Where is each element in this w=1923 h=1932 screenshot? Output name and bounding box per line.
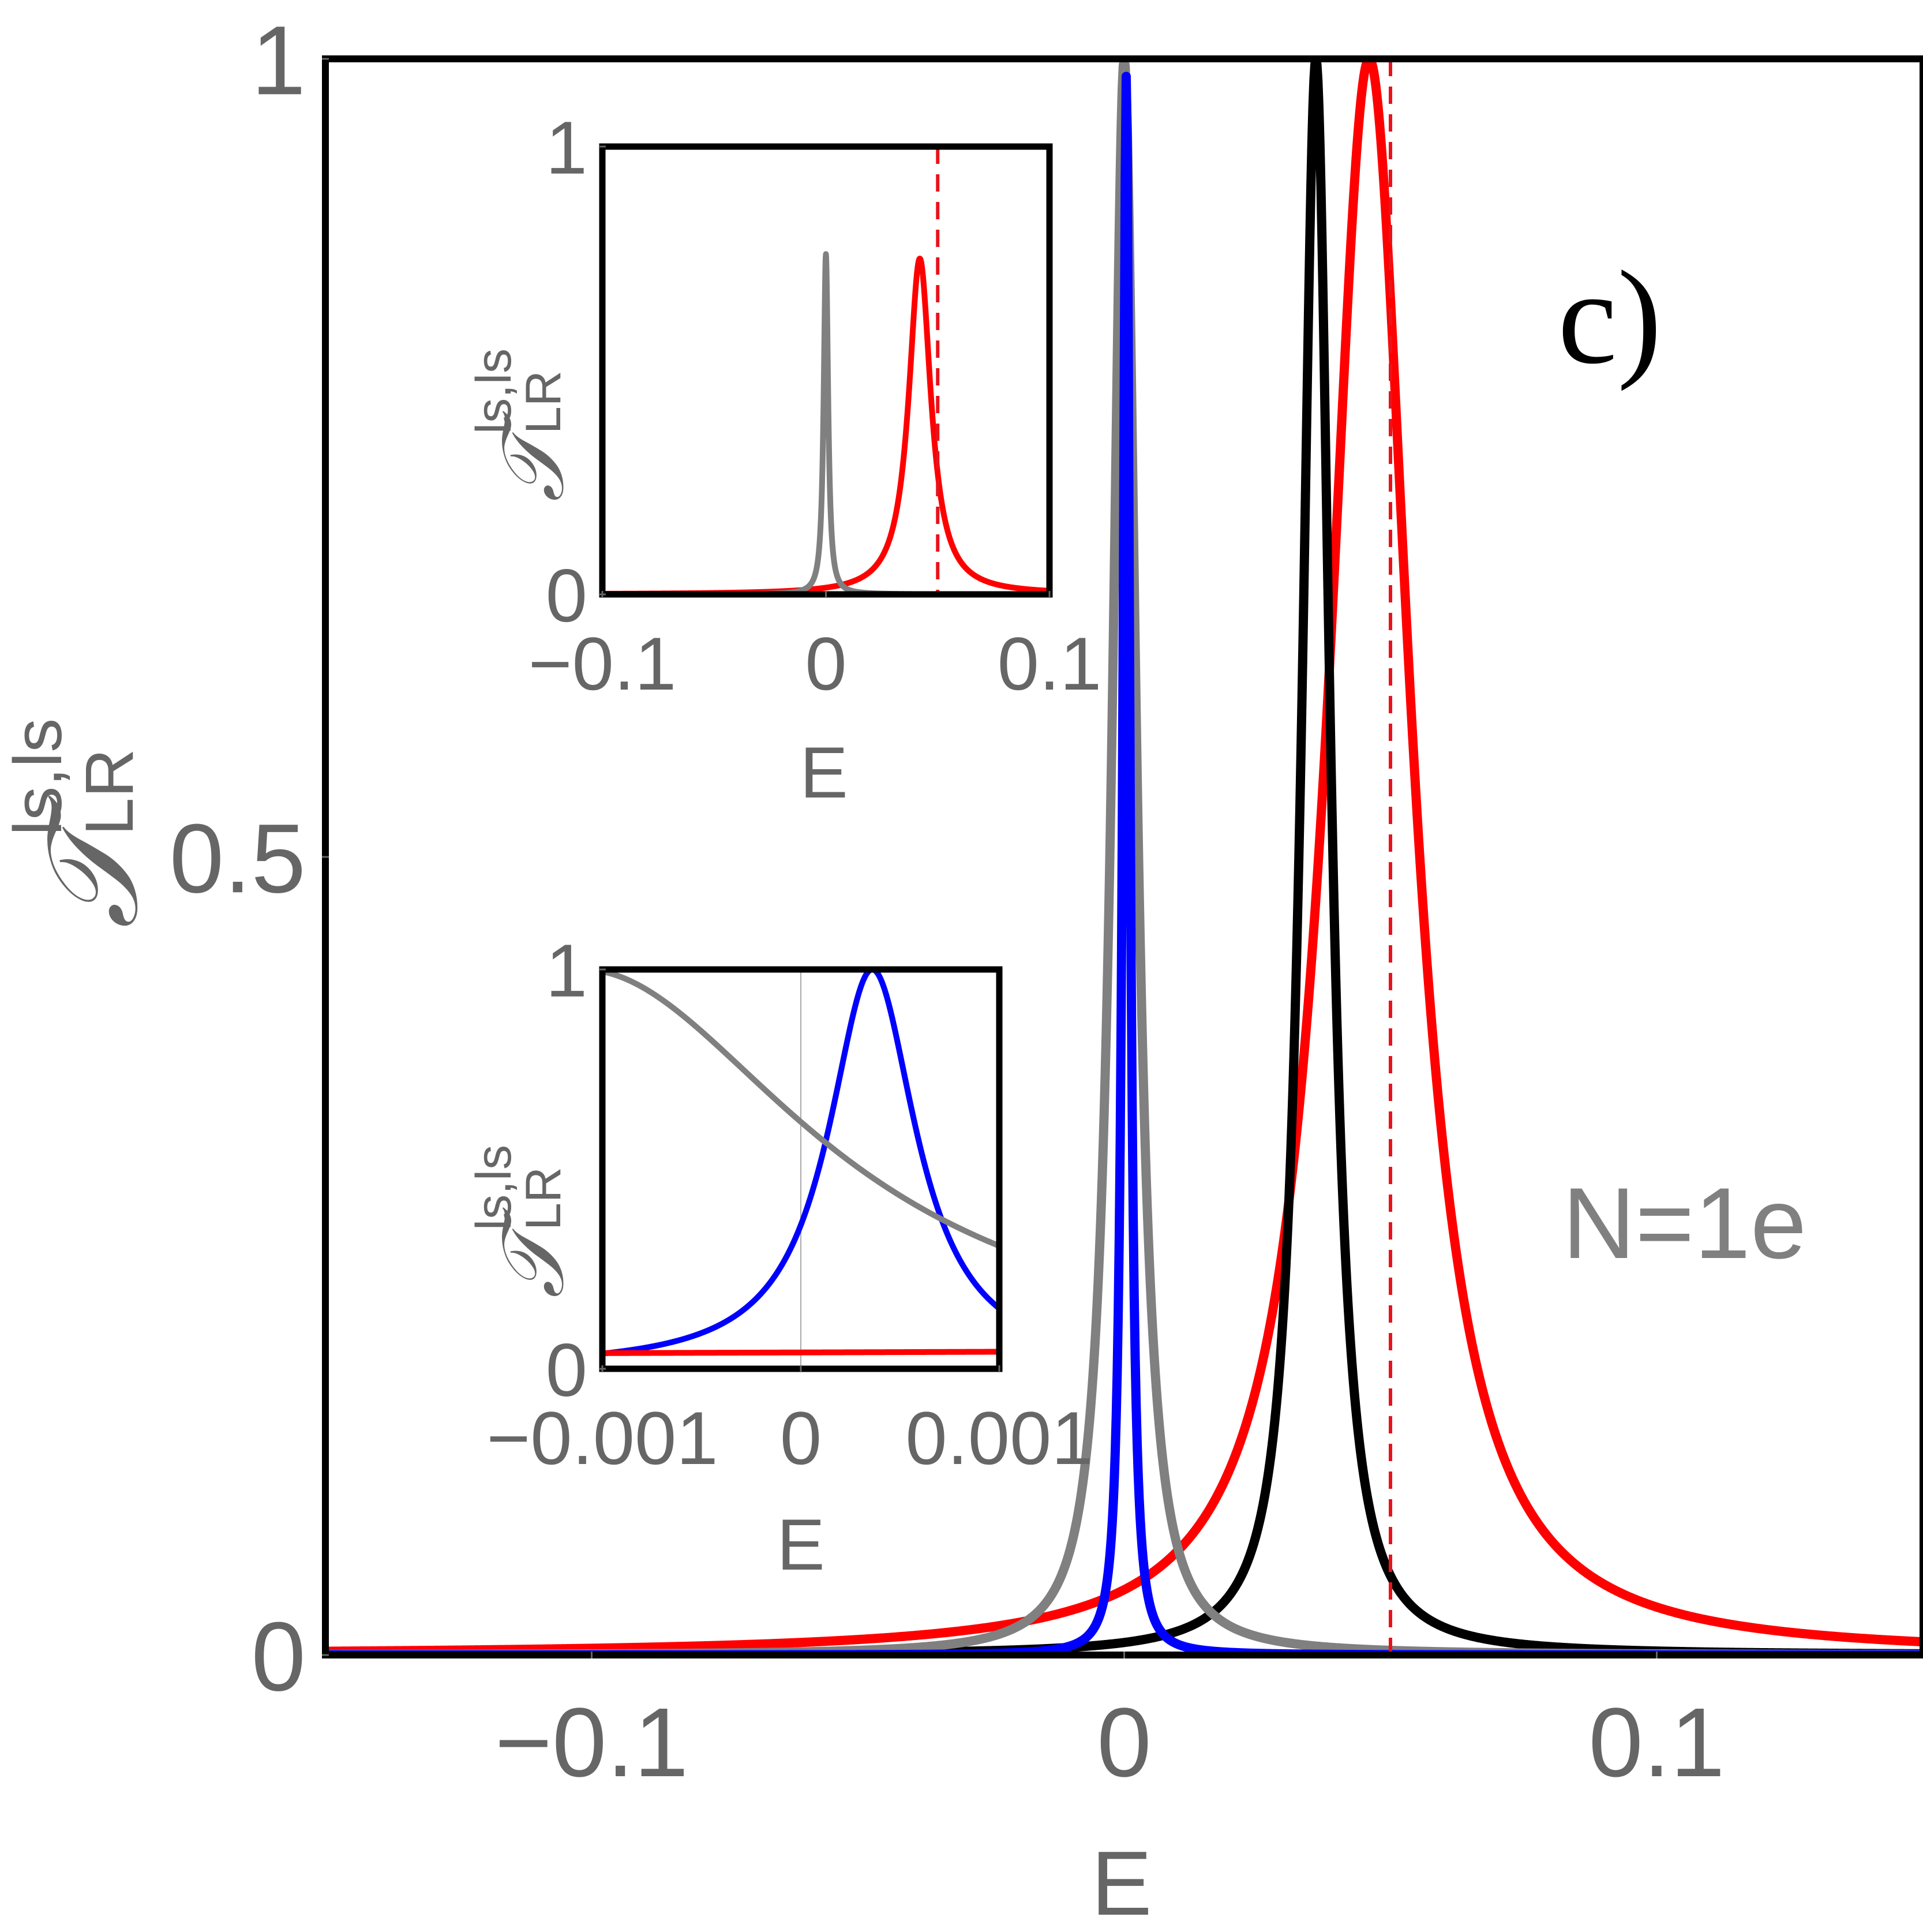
inset-bottom-y-axis-subscript: LR <box>516 1167 571 1230</box>
inset-top-y-axis-label: 𝒯 ls,ls LR <box>466 349 583 502</box>
main-y-tick-label: 0 <box>251 1602 306 1712</box>
main-y-axis-subscript: LR <box>72 748 148 836</box>
inset-top-x-tick-label: −0.1 <box>528 621 677 706</box>
panel-label: c) <box>1558 244 1662 392</box>
inset-bottom-x-axis-label: E <box>777 1505 824 1585</box>
inset-bottom-x-ticks: −0.001 0 0.001 <box>486 1365 1093 1480</box>
inset-bottom-curves <box>602 969 999 1357</box>
inset-top-chart: −0.1 0 0.1 01 E 𝒯 ls,ls LR <box>466 106 1101 813</box>
inset-bottom-x-tick-label: 0.001 <box>905 1396 1093 1480</box>
inset-bottom-y-ticks: 01 <box>546 928 606 1412</box>
inset-bottom-series-blue <box>602 969 999 1357</box>
main-x-axis-label: E <box>1091 1833 1152 1932</box>
inset-top-x-ticks: −0.1 0 0.1 <box>528 591 1102 706</box>
inset-bottom-y-tick-label: 0 <box>546 1328 587 1412</box>
inset-top-y-ticks: 01 <box>546 106 606 638</box>
inset-bottom-x-tick-label: 0 <box>780 1396 822 1480</box>
main-y-axis-superscript: ls,ls <box>0 718 76 836</box>
main-x-tick-label: −0.1 <box>495 1688 689 1798</box>
inset-top-y-tick-label: 1 <box>546 106 587 190</box>
main-x-ticks: −0.1 0 0.1 <box>495 1652 1725 1798</box>
main-y-axis-label: 𝒯 ls,ls LR <box>0 718 166 929</box>
inset-top-y-axis-superscript: ls,ls <box>466 349 522 434</box>
inset-top-x-tick-label: 0.1 <box>998 621 1102 706</box>
main-y-ticks: 00.51 <box>170 6 329 1712</box>
inset-top-y-tick-label: 0 <box>546 553 587 638</box>
main-y-tick-label: 0.5 <box>170 804 306 913</box>
inset-bottom-y-axis-label: 𝒯 ls,ls LR <box>466 1145 583 1298</box>
inset-bottom-series-red <box>602 1349 999 1356</box>
inset-bottom-chart: −0.001 0 0.001 01 E 𝒯 ls,ls LR <box>466 928 1093 1585</box>
main-chart: −0.1 0 0.1 00.51 E 𝒯 ls,ls LR c) N=1e <box>0 6 1923 1932</box>
inset-top-x-tick-label: 0 <box>805 621 846 706</box>
main-x-tick-label: 0.1 <box>1588 1688 1725 1798</box>
inset-bottom-series-gray <box>602 969 999 1249</box>
main-series-red <box>325 59 1923 1655</box>
inset-top-x-axis-label: E <box>800 733 848 813</box>
inset-bottom-y-tick-label: 1 <box>546 928 587 1013</box>
main-y-tick-label: 1 <box>251 6 306 115</box>
inset-top-y-axis-subscript: LR <box>516 370 571 434</box>
main-x-tick-label: 0 <box>1097 1688 1152 1798</box>
inset-bottom-y-axis-superscript: ls,ls <box>466 1145 522 1230</box>
inset-bottom-x-tick-label: −0.001 <box>486 1396 718 1480</box>
particle-count-annotation: N=1e <box>1562 1167 1806 1280</box>
